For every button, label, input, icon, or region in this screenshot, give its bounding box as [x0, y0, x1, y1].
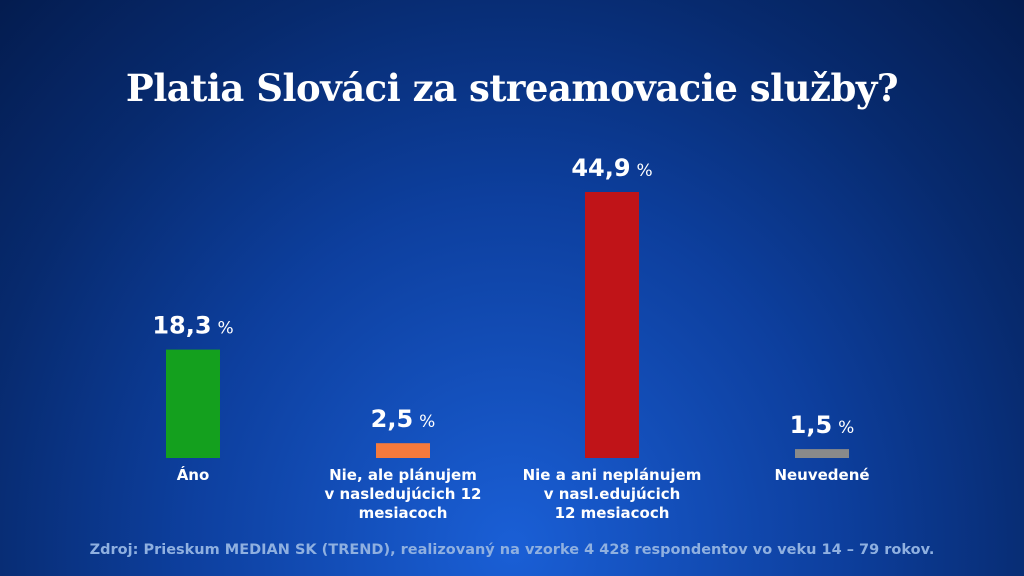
value-label-3: 44,9% — [571, 154, 652, 182]
value-label-4: 1,5% — [790, 411, 855, 439]
category-label-3: Nie a ani neplánujem v nasl.edujúcich 12 m… — [523, 466, 702, 522]
category-label-1: Áno — [177, 465, 210, 484]
source-note: Zdroj: Prieskum MEDIAN SK (TREND), reali… — [89, 542, 935, 558]
bar-1 — [166, 349, 220, 458]
value-label-2: 2,5% — [371, 405, 436, 433]
bar-4 — [795, 449, 849, 458]
bar-2 — [376, 443, 430, 458]
category-label-4: Neuvedené — [774, 466, 869, 484]
value-label-1: 18,3% — [152, 312, 233, 340]
bar-3 — [585, 192, 639, 458]
chart-title: Platia Slováci za streamovacie služby? — [125, 66, 899, 110]
category-label-2: Nie, ale plánujem v nasledujúcich 12 mesia… — [325, 466, 482, 522]
